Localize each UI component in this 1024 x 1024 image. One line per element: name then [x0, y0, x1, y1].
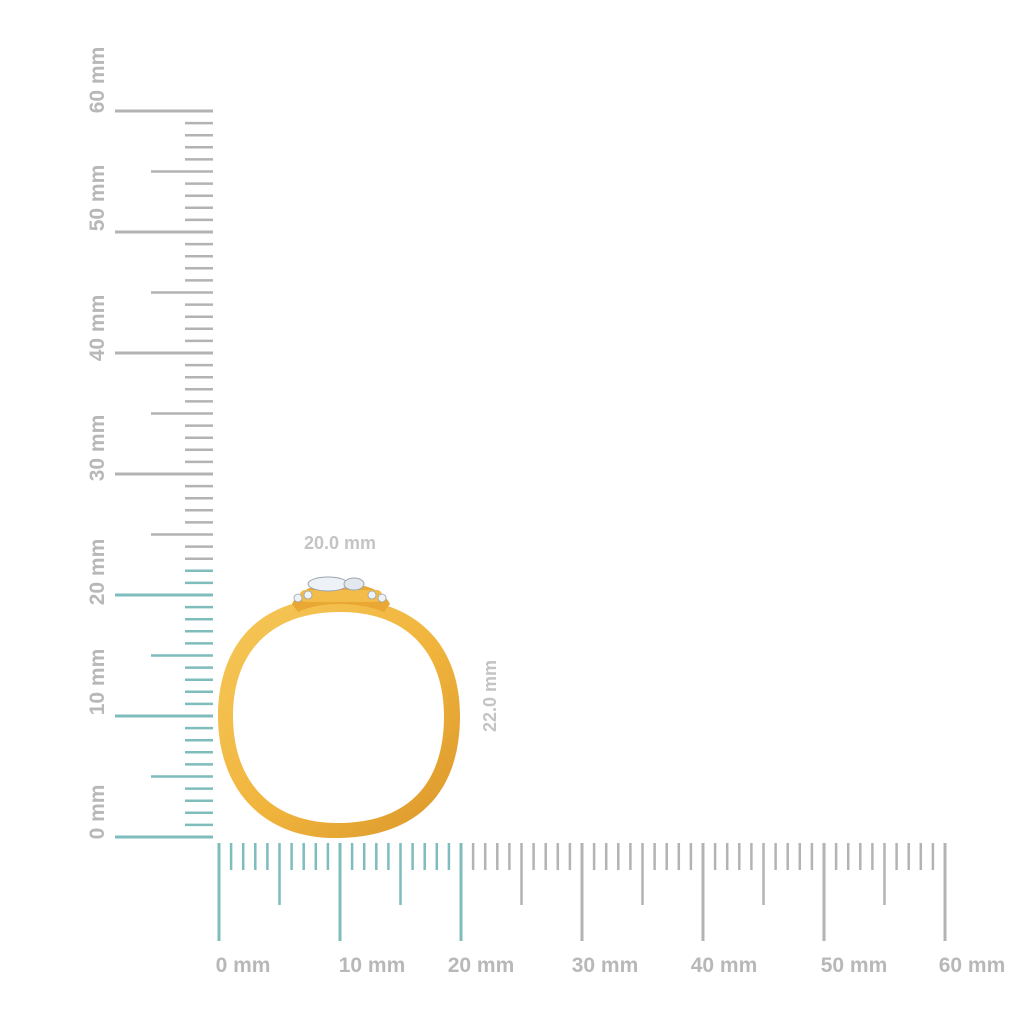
ring-band — [218, 597, 460, 839]
h-label-60: 60 mm — [939, 954, 1006, 977]
diamonds — [293, 576, 387, 603]
v-label-10: 10 mm — [86, 649, 109, 716]
v-label-20: 20 mm — [86, 539, 109, 606]
v-label-30: 30 mm — [86, 415, 109, 482]
vertical-ruler-labels: 0 mm 10 mm 20 mm 30 mm 40 mm 50 mm 60 mm — [86, 47, 109, 840]
h-label-0: 0 mm — [216, 954, 271, 977]
v-label-60: 60 mm — [86, 47, 109, 114]
h-label-20: 20 mm — [448, 954, 515, 977]
accent-stone — [367, 590, 377, 600]
horizontal-ruler — [217, 843, 947, 941]
h-label-10: 10 mm — [339, 954, 406, 977]
setting-base — [300, 590, 382, 602]
v-label-0: 0 mm — [86, 785, 109, 840]
side-stone — [343, 577, 365, 591]
accent-stone — [377, 593, 387, 603]
vertical-ruler — [115, 109, 213, 839]
center-stone — [307, 576, 349, 592]
h-label-40: 40 mm — [691, 954, 758, 977]
accent-stone — [293, 593, 303, 603]
v-label-40: 40 mm — [86, 295, 109, 362]
h-label-50: 50 mm — [821, 954, 888, 977]
horizontal-ruler-labels: 0 mm 10 mm 20 mm 30 mm 40 mm 50 mm 60 mm — [216, 954, 1006, 977]
accent-stone — [303, 590, 313, 600]
ring-image — [218, 576, 460, 839]
v-label-50: 50 mm — [86, 165, 109, 232]
ring-width-label: 20.0 mm — [304, 533, 376, 553]
h-label-30: 30 mm — [572, 954, 639, 977]
ring-height-label: 22.0 mm — [480, 660, 500, 732]
